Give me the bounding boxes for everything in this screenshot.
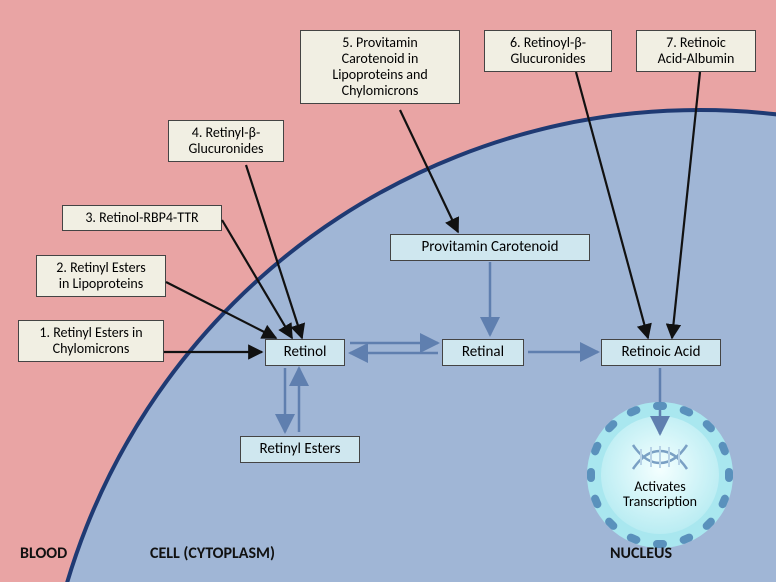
dna-icon [631,441,689,473]
blood-box-3: 3. Retinol-RBP4-TTR [62,205,222,231]
blood-box-5-label: 5. ProvitaminCarotenoid inLipoproteins a… [332,34,427,99]
node-retinoic: Retinoic Acid [601,339,721,366]
node-retinyl-esters: Retinyl Esters [240,436,360,463]
node-retinoic-label: Retinoic Acid [622,343,701,361]
node-retinal-label: Retinal [462,343,504,361]
label-nucleus: NUCLEUS [610,544,672,563]
blood-box-6: 6. Retinoyl-β-Glucuronides [484,30,612,72]
blood-box-1-label: 1. Retinyl Esters inChylomicrons [39,324,142,357]
node-retinol-label: Retinol [284,343,327,361]
nucleus: ActivatesTranscription [587,402,733,548]
blood-box-7: 7. RetinoicAcid-Albumin [636,30,756,72]
blood-box-5: 5. ProvitaminCarotenoid inLipoproteins a… [300,30,460,104]
blood-box-4: 4. Retinyl-β-Glucuronides [168,120,284,162]
blood-box-2-label: 2. Retinyl Estersin Lipoproteins [56,259,145,292]
diagram-stage: 1. Retinyl Esters inChylomicrons 2. Reti… [0,0,776,582]
nucleus-core: ActivatesTranscription [601,416,719,534]
blood-box-2: 2. Retinyl Estersin Lipoproteins [36,255,166,297]
label-blood: BLOOD [20,544,67,563]
nucleus-text: ActivatesTranscription [623,479,697,510]
node-retinyl-esters-label: Retinyl Esters [259,440,340,458]
blood-box-6-label: 6. Retinoyl-β-Glucuronides [510,34,586,67]
node-retinal: Retinal [442,339,524,366]
node-provit-label: Provitamin Carotenoid [421,238,558,256]
blood-box-4-label: 4. Retinyl-β-Glucuronides [188,124,263,157]
blood-box-1: 1. Retinyl Esters inChylomicrons [18,320,164,362]
node-provit: Provitamin Carotenoid [390,234,590,261]
blood-box-3-label: 3. Retinol-RBP4-TTR [85,209,198,226]
node-retinol: Retinol [265,339,345,366]
blood-box-7-label: 7. RetinoicAcid-Albumin [658,34,735,67]
label-cell: CELL (CYTOPLASM) [150,544,275,563]
